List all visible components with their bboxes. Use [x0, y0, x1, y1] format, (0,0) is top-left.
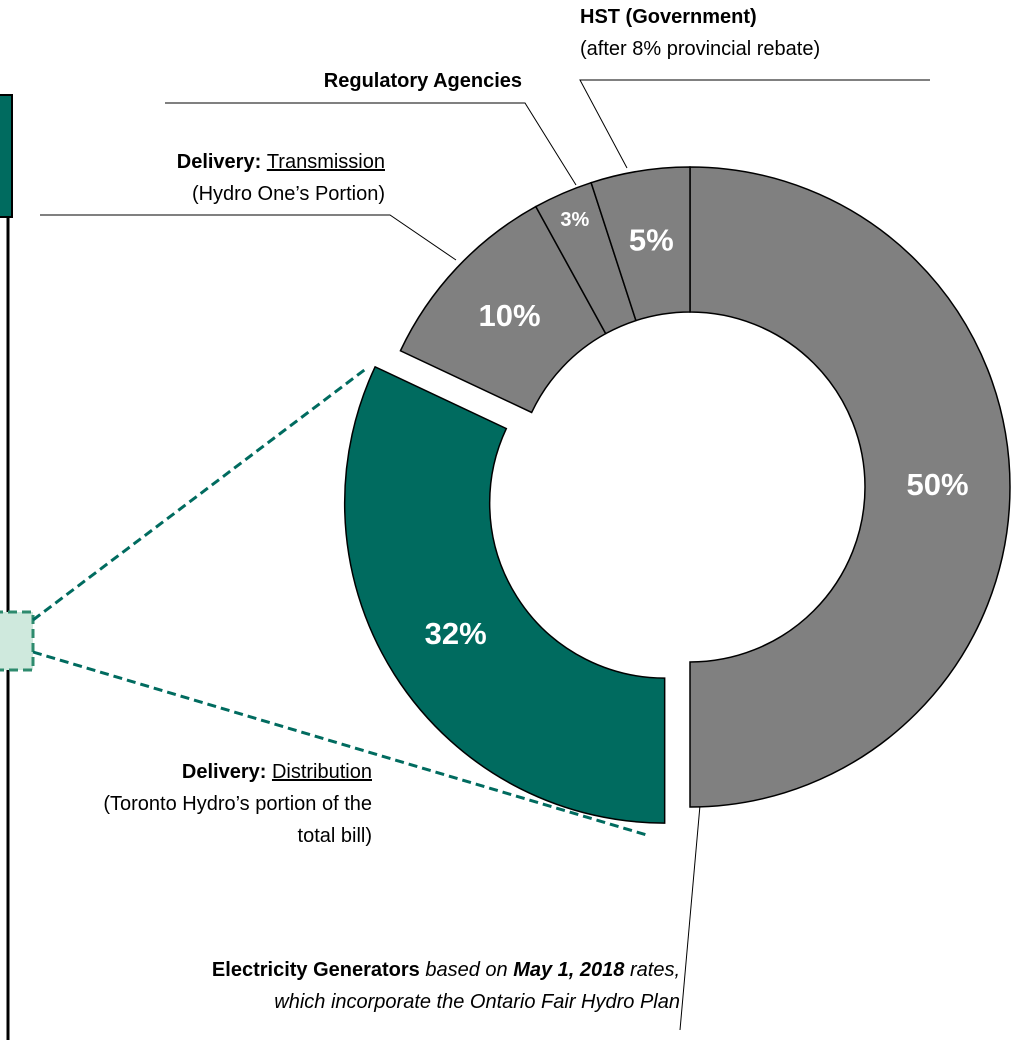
- side-box: [0, 94, 13, 218]
- zoom-box: [0, 610, 35, 672]
- annotation-line: Electricity Generators based on May 1, 2…: [212, 959, 680, 981]
- leader-line: [165, 102, 577, 186]
- slice-label: 50%: [906, 467, 968, 502]
- annotation-line: Delivery: Transmission: [177, 151, 385, 173]
- annotation-text: (after 8% provincial rebate): [580, 38, 820, 60]
- annotation-text: Distribution: [272, 761, 372, 783]
- annotation-text: Transmission: [267, 151, 385, 173]
- slice-label: 5%: [629, 223, 674, 258]
- annotation-line: Regulatory Agencies: [324, 70, 522, 92]
- annotation-text: (Toronto Hydro’s portion of the: [103, 793, 372, 815]
- zoom-line: [32, 366, 368, 622]
- slice: [689, 166, 1011, 808]
- annotation-line: which incorporate the Ontario Fair Hydro…: [274, 991, 680, 1013]
- annotation-text: total bill): [298, 825, 372, 847]
- annotation-text: based on: [420, 959, 513, 981]
- slice: [590, 166, 691, 322]
- annotation-text: Delivery:: [177, 151, 267, 173]
- annotation-text: HST (Government): [580, 6, 757, 28]
- annotation-line: (Hydro One’s Portion): [192, 183, 385, 205]
- slice-label: 10%: [479, 298, 541, 333]
- annotation-text: (Hydro One’s Portion): [192, 183, 385, 205]
- leader-line: [40, 214, 457, 261]
- annotation-line: Delivery: Distribution: [182, 761, 372, 783]
- annotation-text: Electricity Generators: [212, 959, 420, 981]
- annotation-text: which incorporate the Ontario Fair Hydro…: [274, 991, 680, 1013]
- leader-line: [579, 79, 930, 169]
- annotation-line: (after 8% provincial rebate): [580, 38, 820, 60]
- slice: [343, 365, 666, 824]
- slice-label: 3%: [560, 209, 589, 231]
- annotation-line: total bill): [298, 825, 372, 847]
- annotation-line: HST (Government): [580, 6, 757, 28]
- annotation-text: Regulatory Agencies: [324, 70, 522, 92]
- annotation-text: rates,: [624, 959, 680, 981]
- slice-label: 32%: [425, 616, 487, 651]
- annotation-text: Delivery:: [182, 761, 272, 783]
- zoom-line: [32, 650, 651, 838]
- annotation-line: (Toronto Hydro’s portion of the: [103, 793, 372, 815]
- annotation-text: May 1, 2018: [513, 959, 625, 981]
